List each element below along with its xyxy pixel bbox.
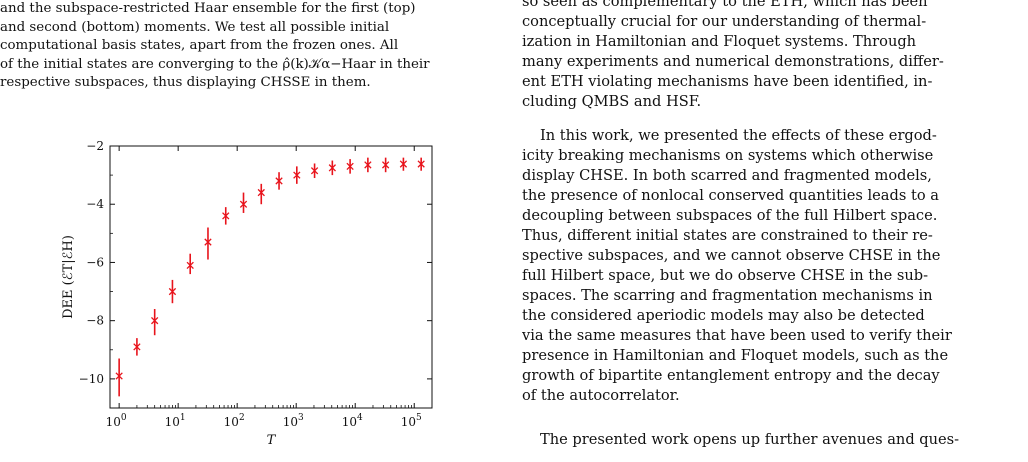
paragraph-3: The presented work opens up further aven…	[522, 430, 1022, 450]
x-marker	[417, 160, 425, 168]
figure-caption: and the subspace-restricted Haar ensembl…	[0, 0, 500, 93]
text-line: ization in Hamiltonian and Floquet syste…	[522, 33, 917, 50]
text-line: decoupling between subspaces of the full…	[522, 207, 938, 224]
x-tick-label: 100	[106, 413, 127, 429]
caption-line: and the subspace-restricted Haar ensembl…	[0, 1, 416, 16]
y-tick-label: −4	[86, 197, 104, 211]
y-tick-label: −8	[86, 314, 104, 328]
y-tick-label: −6	[86, 255, 104, 269]
data-point	[310, 163, 319, 179]
text-line: presence in Hamiltonian and Floquet mode…	[522, 347, 949, 364]
data-point	[239, 192, 248, 213]
y-axis-label: DEE (ℰT|ℰH)	[61, 235, 76, 319]
text-line: via the same measures that have been use…	[522, 327, 952, 344]
x-tick-label: 104	[342, 413, 363, 429]
x-marker	[399, 160, 408, 168]
text-line: cluding QMBS and HSF.	[522, 93, 702, 110]
x-marker	[257, 188, 265, 197]
text-line: In this work, we presented the effects o…	[540, 127, 937, 144]
x-tick-label: 105	[401, 413, 422, 429]
x-marker	[346, 162, 354, 171]
text-line: spaces. The scarring and fragmentation m…	[522, 287, 933, 304]
x-marker	[222, 212, 230, 220]
data-point	[257, 183, 265, 205]
x-tick-label: 102	[224, 413, 245, 429]
y-tick-label: −2	[86, 139, 104, 153]
text-line: growth of bipartite entanglement entropy…	[522, 367, 940, 384]
text-line: many experiments and numerical demonstra…	[522, 53, 944, 70]
dee-chart: −2 −4 −6 −8 −10 100 101 102 103 104 105 DEE (ℰT|ℰH…	[61, 139, 433, 448]
dee-figure: −2 −4 −6 −8 −10 100 101 102 103 104 105 DEE (ℰT|ℰH…	[60, 138, 450, 458]
data-point	[293, 166, 301, 184]
x-marker	[115, 372, 123, 380]
text-line: conceptually crucial for our understandi…	[522, 13, 927, 30]
data-point	[364, 157, 372, 173]
paragraph-2: In this work, we presented the effects o…	[522, 126, 1022, 406]
data-point	[151, 309, 159, 336]
text-line: icity breaking mechanisms on systems whi…	[522, 147, 934, 164]
plot-frame	[109, 145, 433, 409]
x-axis-label: T	[267, 433, 277, 448]
text-line: so seen as complementary to the ETH, whi…	[522, 0, 928, 10]
data-point	[399, 157, 408, 171]
caption-line: and second (bottom) moments. We test all…	[0, 19, 390, 35]
data-point	[417, 157, 425, 171]
data-point	[328, 160, 336, 176]
x-marker	[293, 171, 301, 179]
x-marker	[186, 261, 194, 270]
y-tick-label: −10	[79, 372, 104, 386]
data-point	[133, 338, 141, 356]
data-point	[346, 159, 354, 174]
x-marker	[204, 238, 212, 246]
text-line: the presence of nonlocal conserved quant…	[522, 187, 939, 204]
text-line: display CHSE. In both scarred and fragme…	[522, 167, 932, 184]
data-point	[204, 227, 212, 260]
data-point	[186, 253, 194, 275]
x-marker	[133, 343, 141, 351]
data-point	[115, 358, 123, 397]
x-marker	[151, 317, 159, 325]
text-line: the considered aperiodic models may also…	[522, 307, 925, 324]
x-tick-label: 101	[165, 413, 186, 429]
x-tick-label: 103	[283, 413, 304, 429]
text-line: of the autocorrelator.	[522, 387, 680, 404]
x-marker	[239, 200, 248, 208]
data-point	[168, 279, 177, 304]
text-line: spective subspaces, and we cannot observ…	[522, 247, 941, 264]
x-marker	[275, 177, 283, 185]
data-point	[222, 207, 230, 225]
caption-line: of the initial states are converging to …	[0, 56, 430, 72]
text-line: full Hilbert space, but we do observe CH…	[522, 267, 929, 284]
data-point	[381, 157, 390, 173]
x-marker	[328, 164, 336, 172]
x-marker	[364, 161, 372, 169]
text-line: Thus, different initial states are const…	[522, 227, 933, 244]
text-line: The presented work opens up further aven…	[540, 431, 960, 448]
x-marker	[381, 161, 390, 169]
x-marker	[310, 167, 319, 175]
text-line: ent ETH violating mechanisms have been i…	[522, 73, 933, 90]
paragraph-1: so seen as complementary to the ETH, whi…	[522, 0, 1022, 112]
caption-line: respective subspaces, thus displaying CH…	[0, 75, 371, 91]
data-point	[275, 172, 283, 190]
x-marker	[168, 287, 177, 296]
caption-line: computational basis states, apart from t…	[0, 38, 399, 54]
